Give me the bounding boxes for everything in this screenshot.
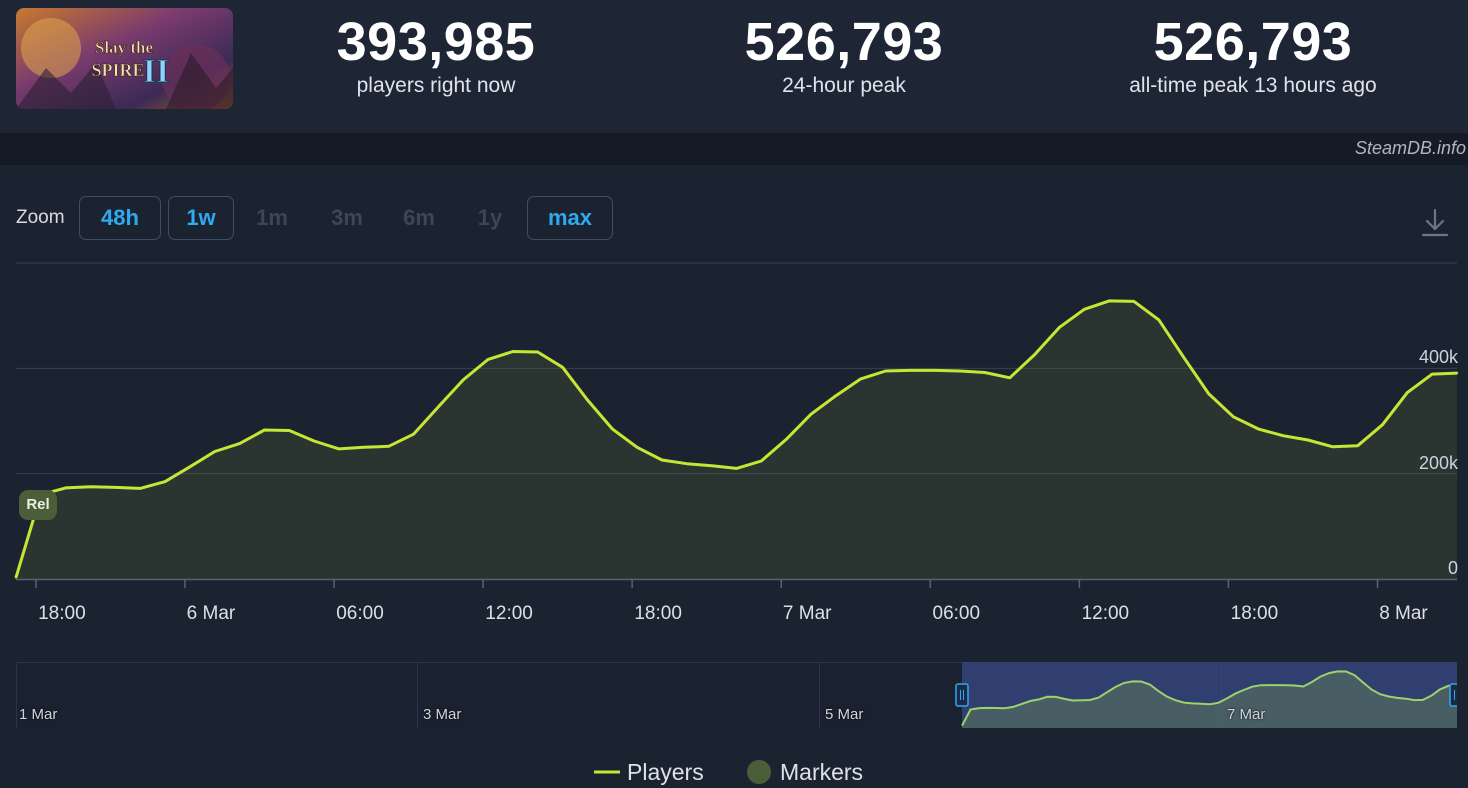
steamdb-watermark: SteamDB.info <box>1354 138 1466 158</box>
cover-title-line1: Slay the <box>95 38 154 57</box>
zoom-max-button[interactable]: max <box>527 196 613 240</box>
chart-gridlines <box>16 262 1457 475</box>
zoom-1w-button[interactable]: 1w <box>168 196 234 240</box>
x-tick-label: 8 Mar <box>1379 603 1428 624</box>
chart-header-band: SteamDB.info <box>0 133 1468 165</box>
navigator-right-handle[interactable] <box>1449 683 1457 707</box>
legend-markers-label: Markers <box>780 759 864 785</box>
x-tick-label: 12:00 <box>485 603 533 624</box>
zoom-3m-button[interactable]: 3m <box>322 196 372 240</box>
zoom-6m-button[interactable]: 6m <box>394 196 444 240</box>
game-cover-art: Slay the SPIRE II <box>16 8 233 109</box>
player-count-chart[interactable] <box>0 255 1468 600</box>
navigator-area <box>962 671 1457 728</box>
players-area-fill <box>16 300 1457 579</box>
players-legend-swatch <box>594 770 620 774</box>
navigator-line <box>961 670 1457 727</box>
stat-label: all-time peak 13 hours ago <box>1129 74 1377 97</box>
x-tick-label: 18:00 <box>634 603 682 624</box>
markers-legend-swatch <box>747 760 771 784</box>
release-marker[interactable]: Rel <box>19 490 57 520</box>
x-tick-label: 06:00 <box>932 603 981 624</box>
zoom-1m-button[interactable]: 1m <box>250 196 294 240</box>
stat-label: players right now <box>356 74 516 97</box>
navigator-selection[interactable] <box>962 662 1457 728</box>
x-tick-label: 12:00 <box>1081 603 1130 624</box>
navigator-date-label: 3 Mar <box>423 706 462 723</box>
legend-players-label: Players <box>627 759 704 785</box>
stat-value: 526,793 <box>1153 12 1353 72</box>
x-tick-label: 18:00 <box>38 603 86 624</box>
y-tick-label: 400k <box>1418 347 1458 367</box>
chart-legend: Players Markers <box>0 757 1468 788</box>
players-series-line[interactable] <box>14 299 1458 578</box>
navigator-date-label: 7 Mar <box>1227 706 1266 723</box>
stat-current-players: 393,985 players right now <box>256 12 616 98</box>
y-tick-label: 0 <box>1447 558 1458 578</box>
stats-header: Slay the SPIRE II 393,985 players right … <box>0 0 1468 133</box>
navigator-left-handle[interactable] <box>955 683 969 707</box>
x-tick-label: 06:00 <box>336 603 384 624</box>
stat-value: 393,985 <box>336 12 536 72</box>
navigator-date-label: 5 Mar <box>825 706 864 723</box>
timeline-navigator[interactable] <box>16 662 1457 728</box>
stat-all-time-peak: 526,793 all-time peak 13 hours ago <box>1073 12 1433 98</box>
x-tick-label: 7 Mar <box>782 603 832 624</box>
x-tick-label: 18:00 <box>1230 603 1279 624</box>
download-icon[interactable] <box>1418 206 1452 240</box>
stat-value: 526,793 <box>744 12 944 72</box>
cover-title-line2: SPIRE <box>91 60 144 80</box>
x-tick-label: 6 Mar <box>186 603 236 624</box>
stat-24h-peak: 526,793 24-hour peak <box>664 12 1024 98</box>
zoom-label: Zoom <box>16 207 65 228</box>
navigator-date-label: 1 Mar <box>19 706 58 723</box>
x-axis-ticks <box>35 579 1379 588</box>
y-tick-label: 200k <box>1418 453 1458 473</box>
cover-numeral: II <box>143 53 169 90</box>
stat-label: 24-hour peak <box>782 74 906 97</box>
game-cover-image[interactable]: Slay the SPIRE II <box>16 8 233 109</box>
zoom-48h-button[interactable]: 48h <box>79 196 161 240</box>
zoom-1y-button[interactable]: 1y <box>470 196 510 240</box>
